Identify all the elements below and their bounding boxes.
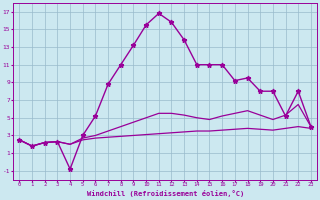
X-axis label: Windchill (Refroidissement éolien,°C): Windchill (Refroidissement éolien,°C) [86,190,244,197]
